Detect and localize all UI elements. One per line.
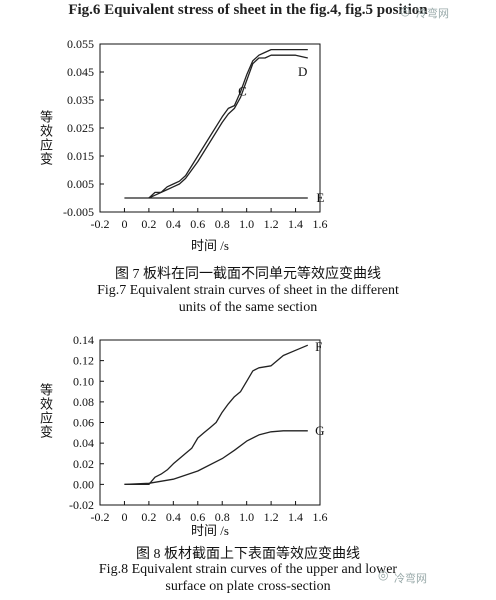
fig7-caption-cn: 图 7 板料在同一截面不同单元等效应变曲线 (115, 267, 381, 282)
x-tick-label: 1.2 (264, 217, 279, 231)
series-label-f: F (315, 339, 322, 354)
y-tick-label: 0.005 (67, 177, 94, 191)
x-tick-label: 0 (121, 217, 127, 231)
x-tick-label: 0.6 (190, 217, 205, 231)
series-label-c: C (238, 84, 247, 99)
y-tick-label: 0.04 (73, 436, 94, 450)
y-tick-label: 0.055 (67, 37, 94, 51)
fig8-chart: -0.2 0 0.2 0.4 0.6 0.8 1.0 1.2 1.4 1.6 -0.02 0.00 0.… (69, 333, 328, 538)
y-tick-label: 0.14 (73, 333, 94, 347)
fig7-caption-en-2: units of the same section (178, 300, 318, 315)
x-tick-label: 1.6 (313, 510, 328, 524)
x-tick-label: 0.2 (141, 510, 156, 524)
x-tick-label: 0.4 (166, 510, 181, 524)
fig8-caption-cn: 图 8 板材截面上下表面等效应变曲线 (136, 547, 360, 562)
y-tick-label: 0.00 (73, 477, 94, 491)
y-tick-label: 0.015 (67, 149, 94, 163)
y-tick-label: -0.02 (69, 498, 94, 512)
fig7-ylabel: 等效应变 (38, 110, 53, 166)
x-tick-label: 1.0 (239, 510, 254, 524)
y-tick-label: -0.005 (63, 205, 94, 219)
x-tick-label: -0.2 (91, 510, 110, 524)
x-tick-label: -0.2 (91, 217, 110, 231)
x-tick-label: 0.2 (141, 217, 156, 231)
x-tick-label: 1.0 (239, 217, 254, 231)
series-line-g (124, 430, 308, 486)
x-tick-label: 0.8 (215, 217, 230, 231)
y-tick-label: 0.06 (73, 416, 94, 430)
y-tick-label: 0.045 (67, 65, 94, 79)
fig8-ylabel: 等效应变 (38, 383, 53, 439)
top-caption: Fig.6 Equivalent stress of sheet in the … (68, 2, 428, 18)
x-tick-label: 1.4 (288, 217, 303, 231)
x-tick-label: 1.6 (313, 217, 328, 231)
watermark-logo-icon: ◎ (378, 568, 389, 582)
y-tick-label: 0.12 (73, 354, 94, 368)
y-tick-label: 0.025 (67, 121, 94, 135)
series-label-e: E (316, 190, 324, 205)
series-label-g: G (315, 423, 324, 438)
watermark-logo-icon: ◎ (400, 4, 411, 18)
fig8-caption-en-1: Fig.8 Equivalent strain curves of the up… (98, 562, 398, 577)
x-tick-label: 0.4 (166, 217, 181, 231)
x-tick-label: 0.8 (215, 510, 230, 524)
y-tick-label: 0.02 (73, 457, 94, 471)
series-line-f (124, 344, 309, 486)
x-axis-title: 时间 /s (191, 238, 229, 253)
fig8-caption-en-2: surface on plate cross-section (165, 579, 331, 594)
x-tick-label: 0 (121, 510, 127, 524)
watermark-bottom: 冷弯网 (394, 572, 427, 585)
y-tick-label: 0.08 (73, 395, 94, 409)
series-line-d (148, 54, 308, 199)
x-tick-label: 1.2 (264, 510, 279, 524)
fig7-chart: -0.2 0 0.2 0.4 0.6 0.8 1.0 1.2 1.4 1.6 -0.005 0.005… (63, 37, 328, 253)
watermark-top: 冷弯网 (416, 7, 449, 20)
x-tick-label: 1.4 (288, 510, 303, 524)
y-tick-label: 0.035 (67, 93, 94, 107)
series-line-c (148, 48, 308, 199)
fig7-caption-en-1: Fig.7 Equivalent strain curves of sheet … (97, 283, 399, 298)
series-label-d: D (298, 64, 307, 79)
y-tick-label: 0.10 (73, 374, 94, 388)
plot-frame (99, 339, 321, 506)
x-axis-title: 时间 /s (191, 523, 229, 538)
x-tick-label: 0.6 (190, 510, 205, 524)
